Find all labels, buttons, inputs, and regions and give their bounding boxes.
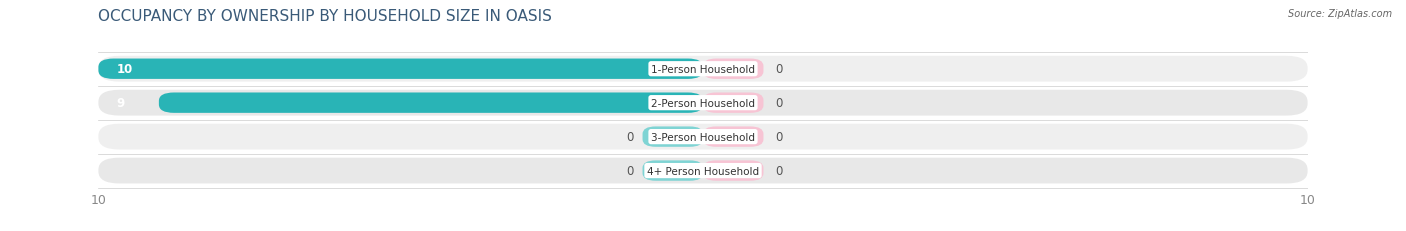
Text: 0: 0 [776,97,783,110]
Text: 0: 0 [776,63,783,76]
FancyBboxPatch shape [703,59,763,79]
FancyBboxPatch shape [98,59,703,79]
Text: 0: 0 [776,131,783,143]
Text: OCCUPANCY BY OWNERSHIP BY HOUSEHOLD SIZE IN OASIS: OCCUPANCY BY OWNERSHIP BY HOUSEHOLD SIZE… [98,9,553,24]
Text: 4+ Person Household: 4+ Person Household [647,166,759,176]
Text: 9: 9 [117,97,125,110]
Text: Source: ZipAtlas.com: Source: ZipAtlas.com [1288,9,1392,19]
FancyBboxPatch shape [98,158,1308,184]
Text: 0: 0 [776,164,783,177]
FancyBboxPatch shape [643,127,703,147]
Text: 3-Person Household: 3-Person Household [651,132,755,142]
Text: 10: 10 [117,63,132,76]
Text: 0: 0 [626,131,634,143]
FancyBboxPatch shape [98,90,1308,116]
FancyBboxPatch shape [98,57,1308,82]
Text: 0: 0 [626,164,634,177]
Text: 1-Person Household: 1-Person Household [651,64,755,74]
FancyBboxPatch shape [703,127,763,147]
FancyBboxPatch shape [159,93,703,113]
FancyBboxPatch shape [643,161,703,181]
FancyBboxPatch shape [703,161,763,181]
Text: 2-Person Household: 2-Person Household [651,98,755,108]
FancyBboxPatch shape [703,93,763,113]
FancyBboxPatch shape [98,124,1308,150]
